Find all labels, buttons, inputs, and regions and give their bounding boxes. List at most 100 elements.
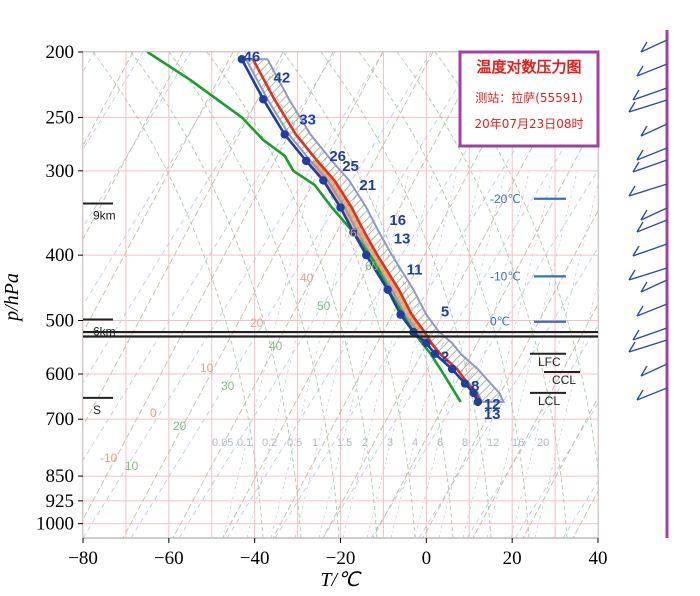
x-tick-label: 40 [589, 548, 608, 569]
wind-barb-flag [632, 245, 640, 257]
wind-barb [640, 363, 668, 377]
temperature-point [469, 388, 478, 398]
moist-adiabat-label: 10 [125, 459, 139, 473]
wind-barb-flag [636, 389, 644, 401]
dry-adiabat-line [422, 209, 598, 538]
wind-barb-flag [628, 341, 636, 353]
dry-adiabat-line [122, 52, 384, 538]
y-tick-label: 925 [46, 491, 75, 512]
station-info-box: 温度对数压力图 测站：拉萨(55591) 20年07月23日08时 [458, 50, 600, 148]
isotherm-label: 0℃ [490, 315, 510, 329]
wind-barb [628, 339, 668, 353]
mixing-ratio-label: 6 [437, 437, 443, 449]
wind-barb [636, 303, 668, 317]
isotherm-line [611, 52, 700, 538]
y-tick-label: 250 [46, 107, 75, 128]
profile-point-label: 2 [441, 348, 449, 365]
temperature-point [362, 250, 371, 260]
dry-adiabat-label: 20 [250, 316, 264, 330]
temperature-point [319, 176, 328, 185]
moist-adiabat-label: 20 [173, 419, 187, 433]
x-tick-label: −60 [154, 548, 184, 569]
stability-level-label: LCL [538, 394, 560, 408]
dry-adiabat-label: 0 [150, 406, 157, 420]
wind-barb [636, 63, 668, 77]
station-box-time: 20年07月23日08时 [474, 117, 583, 131]
y-axis-title: p/hPa [1, 273, 23, 323]
mixing-ratio-label: 8 [462, 437, 468, 449]
moist-adiabat-label: 60 [365, 259, 379, 273]
temperature-point [349, 228, 358, 237]
mixing-ratio-label: 0.1 [237, 437, 252, 449]
profile-point-label: 26 [329, 148, 346, 165]
wind-barb [632, 159, 668, 173]
wind-barb-flag [632, 161, 640, 173]
dry-adiabat-label: -10 [100, 451, 118, 465]
wind-barb-flag [636, 65, 644, 77]
moist-adiabat-line [434, 52, 598, 472]
isotherm-label: -10℃ [490, 269, 521, 283]
mixing-ratio-label: 0.05 [212, 437, 233, 449]
mixing-ratio-line [486, 171, 578, 538]
wind-barb-flag [640, 365, 648, 377]
profile-point-label: 42 [274, 69, 291, 86]
moist-adiabat-line [92, 52, 264, 538]
mixing-ratio-line [510, 182, 598, 538]
mixing-ratio-line [246, 171, 338, 538]
height-mark-label: 9km [93, 209, 116, 223]
y-tick-label: 300 [46, 161, 75, 182]
wind-barb-flag [628, 101, 636, 113]
wind-barb [640, 123, 668, 137]
dry-adiabat-line [83, 52, 184, 240]
dry-adiabat-line [83, 52, 234, 334]
moist-adiabat-line [358, 52, 530, 538]
dry-adiabat-line [522, 396, 598, 538]
station-box-title: 温度对数压力图 [476, 58, 581, 76]
station-box-station: 测站：拉萨(55591) [475, 90, 583, 105]
wind-barb-flag [632, 89, 640, 101]
mixing-ratio-line [342, 171, 434, 538]
wind-barb-flag [628, 185, 636, 197]
mixing-ratio-line [222, 171, 314, 538]
wind-barb [628, 99, 668, 113]
mixing-ratio-line [414, 171, 506, 538]
wind-barb [636, 219, 668, 233]
temperature-point [460, 379, 470, 388]
temperature-point [473, 397, 483, 407]
mixing-ratio-line [318, 171, 410, 538]
moist-adiabat-line [320, 52, 492, 538]
dry-adiabat-label: 40 [300, 271, 314, 285]
parcel-curve [251, 58, 482, 403]
profile-point-label: 21 [359, 177, 376, 194]
in-plot-labels-layer: 9km 6km S LFC CCL LCL -20℃ -10℃ 0℃ 0.05 0.1 0.2 0.5 1… [83, 48, 580, 473]
mixing-ratio-label: 1 [312, 437, 318, 449]
wind-barb [640, 207, 668, 221]
x-axis-title: T/℃ [320, 569, 362, 591]
x-tick-label: −80 [68, 548, 98, 569]
profile-point-label: 13 [394, 231, 411, 248]
y-tick-label: 700 [46, 409, 75, 430]
mixing-ratio-line [294, 171, 386, 538]
wind-barb [632, 327, 668, 341]
isotherm-label: -20℃ [490, 192, 521, 206]
temperature-point [383, 285, 392, 294]
wind-barb [640, 279, 668, 293]
temperature-point [280, 130, 289, 139]
profile-point-label: 13 [484, 406, 501, 423]
dry-adiabat-line [172, 52, 434, 538]
mixing-ratio-line [390, 171, 482, 538]
dry-adiabat-line [222, 52, 484, 538]
profile-point-label: 46 [244, 48, 261, 65]
mixing-ratio-line [534, 280, 598, 538]
wind-barb-flag [640, 41, 648, 53]
wind-barb-flag [640, 209, 648, 221]
profile-point-label: 8 [471, 378, 479, 395]
temperature-point [259, 95, 268, 104]
wind-barb [628, 183, 668, 197]
temperature-point [301, 156, 311, 166]
wind-barb-flag [640, 125, 648, 137]
moist-adiabat-line [206, 52, 378, 538]
profile-point-label: 11 [407, 261, 423, 278]
wind-barb [632, 243, 668, 257]
